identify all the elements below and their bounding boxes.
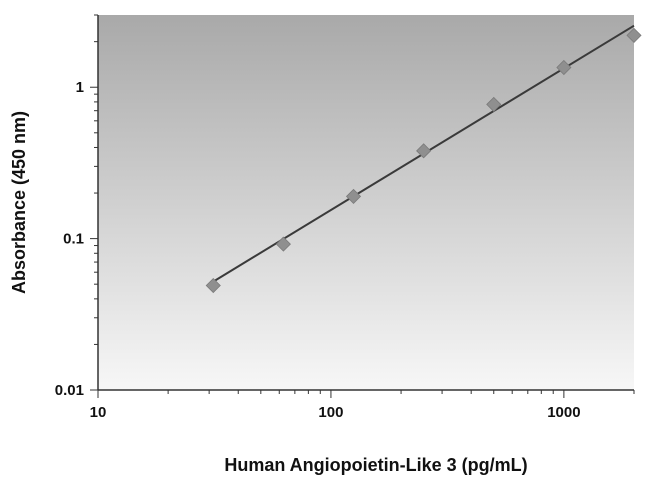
y-tick-label: 0.1 <box>63 231 84 248</box>
data-point-marker <box>626 27 642 43</box>
data-point-marker <box>486 96 502 112</box>
x-tick-label: 1000 <box>547 404 580 421</box>
y-axis-title: Absorbance (450 nm) <box>9 111 29 294</box>
y-tick-label: 0.01 <box>55 382 84 399</box>
data-point-marker <box>275 236 291 252</box>
x-tick-label: 10 <box>90 404 107 421</box>
data-points-group <box>205 27 642 294</box>
tick-labels-group: 10 100 1000 0.01 0.1 1 <box>55 79 581 421</box>
data-point-marker <box>345 188 362 204</box>
data-point-marker <box>416 143 432 159</box>
x-axis-title: Human Angiopoietin-Like 3 (pg/mL) <box>224 455 527 475</box>
plot-area <box>98 15 634 390</box>
y-tick-label: 1 <box>76 79 84 96</box>
axes-group <box>90 14 635 398</box>
x-tick-label: 100 <box>318 404 343 421</box>
data-point-marker <box>205 277 221 294</box>
data-point-marker <box>556 59 572 76</box>
